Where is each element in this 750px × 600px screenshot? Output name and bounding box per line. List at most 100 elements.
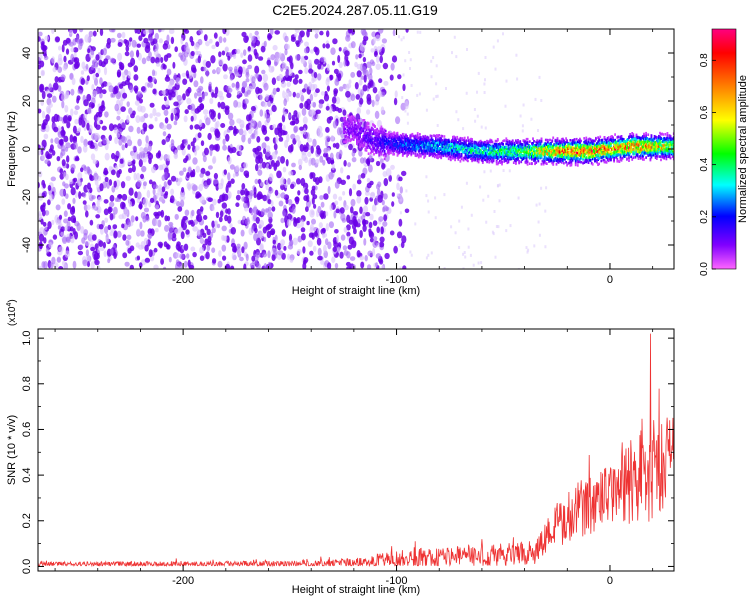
noise-cell	[170, 143, 175, 150]
noise-cell	[160, 57, 164, 63]
noise-cell	[76, 222, 81, 232]
signal-cell	[449, 158, 452, 161]
signal-cell	[367, 152, 370, 155]
noise-cell	[272, 239, 276, 245]
noise-cell	[65, 37, 71, 44]
noise-cell	[146, 189, 151, 199]
noise-cell	[250, 208, 254, 216]
noise-cell	[72, 29, 78, 34]
noise-cell	[351, 240, 357, 249]
signal-cell	[378, 154, 381, 157]
noise-cell	[306, 194, 310, 203]
signal-cell	[447, 157, 450, 161]
noise-cell	[213, 172, 218, 180]
noise-cell	[378, 29, 384, 34]
noise-cell	[104, 176, 109, 183]
noise-cell	[300, 57, 306, 64]
noise-cell	[295, 40, 300, 45]
noise-cell	[161, 29, 165, 32]
noise-cell	[137, 91, 143, 98]
noise-cell	[136, 49, 140, 58]
noise-cell	[317, 255, 323, 261]
noise-cell	[69, 29, 74, 35]
noise-cell	[222, 255, 227, 261]
noise-cell	[87, 107, 93, 115]
noise-cell	[489, 169, 492, 173]
noise-cell	[462, 127, 465, 131]
noise-cell	[192, 251, 197, 258]
noise-cell	[325, 238, 329, 246]
noise-cell	[42, 221, 47, 227]
noise-cell	[109, 194, 115, 202]
noise-cell	[367, 82, 372, 89]
noise-cell	[295, 54, 301, 61]
noise-cell	[275, 135, 279, 144]
noise-cell	[259, 93, 263, 101]
signal-cell	[467, 136, 469, 139]
noise-cell	[436, 94, 439, 98]
noise-cell	[346, 83, 352, 89]
noise-cell	[291, 162, 296, 168]
noise-cell	[522, 103, 525, 107]
noise-cell	[243, 241, 248, 250]
noise-cell	[497, 184, 500, 188]
noise-cell	[85, 210, 89, 218]
noise-cell	[268, 173, 274, 182]
noise-cell	[325, 105, 330, 111]
noise-cell	[285, 43, 290, 50]
noise-cell	[69, 134, 74, 143]
noise-cell	[171, 232, 177, 239]
noise-cell	[326, 63, 330, 71]
noise-cell	[70, 163, 76, 171]
noise-cell	[61, 198, 66, 205]
noise-cell	[113, 230, 118, 239]
signal-cell	[547, 138, 549, 142]
noise-cell	[70, 108, 74, 117]
noise-cell	[74, 156, 80, 162]
noise-cell	[125, 45, 130, 52]
noise-cell	[311, 185, 316, 191]
noise-cell	[45, 247, 50, 254]
noise-cell	[199, 206, 204, 212]
noise-cell	[435, 82, 438, 86]
noise-cell	[173, 101, 179, 107]
noise-cell	[211, 220, 215, 228]
noise-cell	[313, 71, 318, 79]
noise-cell	[335, 208, 340, 214]
noise-cell	[425, 194, 428, 198]
noise-cell	[239, 166, 244, 173]
noise-cell	[161, 104, 166, 111]
noise-cell	[86, 204, 91, 211]
noise-cell	[306, 220, 310, 226]
noise-cell	[405, 189, 408, 193]
noise-cell	[308, 159, 312, 167]
noise-cell	[352, 211, 359, 216]
noise-cell	[106, 181, 110, 189]
noise-cell	[343, 226, 348, 233]
noise-cell	[400, 38, 403, 42]
noise-cell	[190, 141, 195, 147]
noise-cell	[352, 183, 357, 190]
noise-cell	[166, 244, 171, 250]
noise-cell	[63, 171, 67, 179]
noise-cell	[258, 219, 264, 228]
noise-cell	[167, 179, 172, 186]
noise-cell	[259, 181, 265, 187]
noise-cell	[261, 124, 266, 133]
noise-cell	[359, 44, 366, 52]
noise-cell	[280, 156, 285, 164]
signal-cell	[356, 136, 358, 140]
noise-cell	[74, 105, 80, 111]
noise-cell	[294, 29, 300, 34]
noise-cell	[329, 105, 333, 114]
noise-cell	[197, 55, 201, 64]
noise-cell	[366, 109, 371, 115]
noise-cell	[308, 59, 312, 66]
noise-cell	[59, 168, 64, 175]
noise-cell	[145, 142, 150, 149]
noise-cell	[261, 161, 267, 169]
noise-cell	[194, 148, 198, 156]
noise-cell	[113, 206, 118, 215]
noise-cell	[42, 202, 46, 208]
noise-cell	[79, 29, 84, 33]
